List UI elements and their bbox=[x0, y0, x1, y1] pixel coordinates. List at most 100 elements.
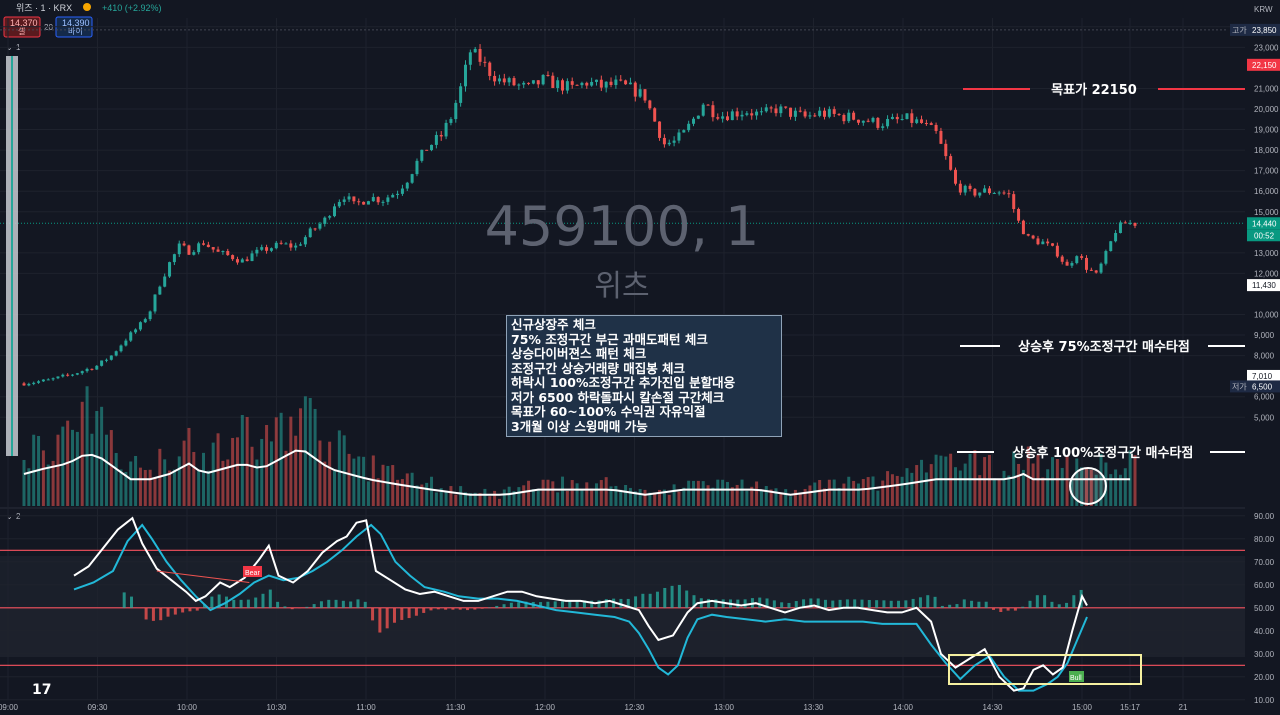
volume-bar bbox=[823, 488, 826, 506]
volume-bar bbox=[1055, 458, 1059, 506]
macd-hist-bar bbox=[670, 585, 674, 608]
chevron-down-icon[interactable]: ⌄ bbox=[6, 512, 13, 521]
candle-body bbox=[983, 188, 987, 193]
volume-bar bbox=[619, 489, 623, 506]
macd-hist-bar bbox=[524, 601, 528, 608]
volume-bar bbox=[643, 489, 647, 506]
macd-hist-bar bbox=[758, 597, 762, 608]
macd-hist-bar bbox=[707, 598, 711, 608]
volume-bar bbox=[507, 486, 511, 506]
candle-body bbox=[614, 79, 618, 86]
candle-body bbox=[808, 115, 812, 117]
buy75-price-badge-bg bbox=[1247, 279, 1280, 292]
price-tick-label: 10,000 bbox=[1254, 311, 1279, 320]
candle-body bbox=[1041, 241, 1045, 245]
candle-body bbox=[609, 81, 613, 86]
candle-body bbox=[235, 259, 239, 263]
signal-line bbox=[73, 523, 1088, 692]
volume-bar bbox=[881, 480, 885, 506]
volume-bar bbox=[983, 457, 987, 506]
price-tick-label: 20,000 bbox=[1254, 105, 1279, 114]
volume-bar bbox=[114, 452, 118, 506]
volume-bar bbox=[934, 454, 938, 506]
macd-hist-bar bbox=[736, 599, 740, 608]
grid-lines bbox=[0, 18, 1245, 701]
candle-body bbox=[803, 111, 807, 117]
macd-hist-bar bbox=[999, 607, 1003, 612]
volume-bar bbox=[468, 493, 472, 506]
macd-hist-bar bbox=[144, 607, 148, 620]
tradingview-logo[interactable]: 17 bbox=[32, 682, 51, 698]
candle-body bbox=[1089, 269, 1093, 271]
candle-body bbox=[1133, 222, 1137, 226]
candle-body bbox=[958, 183, 962, 193]
symbol-line[interactable]: 위즈 · 1 · KRX bbox=[16, 3, 72, 13]
volume-bar bbox=[1046, 469, 1050, 506]
candle-body bbox=[725, 116, 729, 121]
candle-body bbox=[318, 223, 322, 229]
macd-hist-bar bbox=[991, 607, 995, 610]
candle-body bbox=[352, 196, 356, 202]
macd-hist-bar bbox=[327, 599, 331, 608]
volume-bar bbox=[1002, 470, 1006, 506]
volume-bar bbox=[478, 493, 482, 506]
candle-body bbox=[1118, 222, 1122, 233]
candle-body bbox=[701, 104, 705, 116]
macd-hist-bar bbox=[897, 600, 901, 608]
candle-body bbox=[114, 351, 118, 356]
low-price-badge-tag-bg bbox=[1230, 380, 1247, 393]
candle-body bbox=[138, 322, 142, 330]
volume-bar bbox=[575, 483, 579, 506]
candle-body bbox=[512, 78, 516, 86]
macd-hist-bar bbox=[1072, 595, 1076, 608]
volume-bar bbox=[895, 475, 899, 506]
candle-body bbox=[522, 82, 526, 85]
volume-bar bbox=[648, 492, 652, 506]
candle-body bbox=[847, 112, 851, 122]
candle-body bbox=[565, 81, 569, 91]
volume-bar bbox=[1021, 469, 1025, 506]
macd-hist-bar bbox=[414, 607, 418, 616]
candle-body bbox=[1075, 256, 1079, 264]
volume-bar bbox=[721, 479, 725, 506]
volume-bar bbox=[740, 479, 744, 506]
candle-body bbox=[624, 80, 628, 85]
volume-bar bbox=[779, 493, 783, 506]
macd-hist-bar bbox=[714, 599, 718, 608]
volume-bar bbox=[109, 430, 113, 506]
axes: 09:00 09:30 10:00 10:30 11:00 11:30 12:00 12:30… bbox=[0, 23, 1280, 712]
macd-hist-bar bbox=[802, 599, 806, 608]
high-price-badge-bg bbox=[1247, 23, 1280, 36]
candle-body bbox=[260, 247, 264, 250]
macd-hist-bar bbox=[392, 607, 396, 623]
candle-body bbox=[653, 108, 657, 122]
candle-body bbox=[250, 253, 254, 262]
macd-hist-bar bbox=[400, 607, 404, 620]
macd-hist-bar bbox=[509, 602, 513, 608]
candle-body bbox=[27, 383, 31, 386]
candle-body bbox=[837, 113, 841, 115]
macd-hist-bar bbox=[780, 602, 784, 608]
candle-body bbox=[434, 134, 438, 145]
candle-body bbox=[619, 79, 623, 81]
volume-bar bbox=[1080, 467, 1084, 506]
macd-hist-bar bbox=[166, 607, 170, 617]
macd-hist-bar bbox=[232, 599, 236, 608]
candle-body bbox=[172, 254, 176, 263]
volume-bar bbox=[687, 480, 691, 506]
volume-bar bbox=[51, 460, 55, 506]
volume-bar bbox=[1060, 467, 1064, 506]
candle-body bbox=[740, 114, 744, 117]
macd-hist-bar bbox=[604, 599, 608, 608]
candle-body bbox=[842, 114, 846, 122]
candle-body bbox=[51, 378, 55, 380]
macd-hist-bar bbox=[480, 607, 484, 609]
bear-divergence-line bbox=[156, 570, 250, 583]
left-scroll-handle[interactable] bbox=[6, 56, 18, 456]
candle-body bbox=[381, 201, 385, 203]
currency-selector[interactable]: KRW bbox=[1254, 5, 1273, 14]
rsi-tick-label: 30.00 bbox=[1254, 650, 1275, 659]
candle-body bbox=[90, 368, 94, 370]
rsi-tick-label: 60.00 bbox=[1254, 581, 1275, 590]
